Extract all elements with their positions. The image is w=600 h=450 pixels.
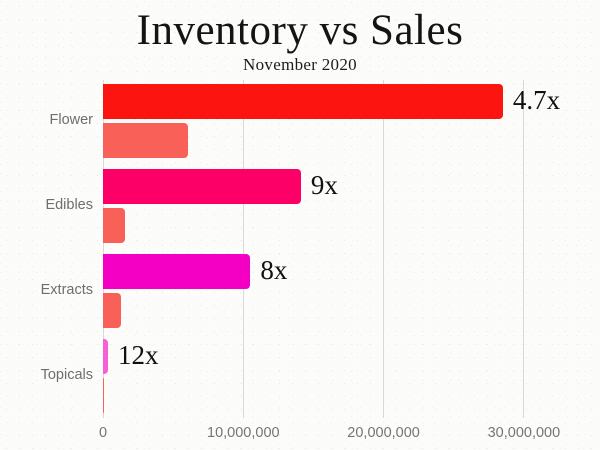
gridline-10,000,000 bbox=[242, 80, 244, 418]
bar-edibles-sales bbox=[103, 208, 126, 243]
bar-extracts-inventory bbox=[103, 254, 251, 289]
gridline-0 bbox=[102, 80, 104, 418]
bar-flower-inventory bbox=[103, 84, 503, 119]
category-label-flower: Flower bbox=[49, 112, 93, 128]
ratio-annotation-edibles: 9x bbox=[310, 169, 338, 200]
ratio-annotation-flower: 4.7x bbox=[512, 84, 561, 115]
bar-flower-sales bbox=[103, 123, 189, 158]
bar-edibles-inventory bbox=[103, 169, 301, 204]
ratio-annotation-topicals: 12x bbox=[118, 339, 159, 370]
category-label-topicals: Topicals bbox=[40, 367, 93, 383]
category-label-edibles: Edibles bbox=[45, 197, 93, 213]
x-tick-label: 10,000,000 bbox=[207, 425, 280, 441]
chart-subtitle: November 2020 bbox=[243, 55, 357, 74]
x-tick-label: 20,000,000 bbox=[347, 425, 420, 441]
bar-extracts-sales bbox=[103, 293, 122, 328]
chart-title: Inventory vs Sales bbox=[136, 7, 464, 54]
gridline-20,000,000 bbox=[383, 80, 385, 418]
x-tick-label: 0 bbox=[98, 425, 108, 441]
gridline-30,000,000 bbox=[523, 80, 525, 418]
x-tick-label: 30,000,000 bbox=[487, 425, 561, 441]
bar-topicals-inventory bbox=[103, 339, 109, 374]
ratio-annotation-extracts: 8x bbox=[260, 254, 288, 285]
category-label-extracts: Extracts bbox=[40, 282, 93, 298]
